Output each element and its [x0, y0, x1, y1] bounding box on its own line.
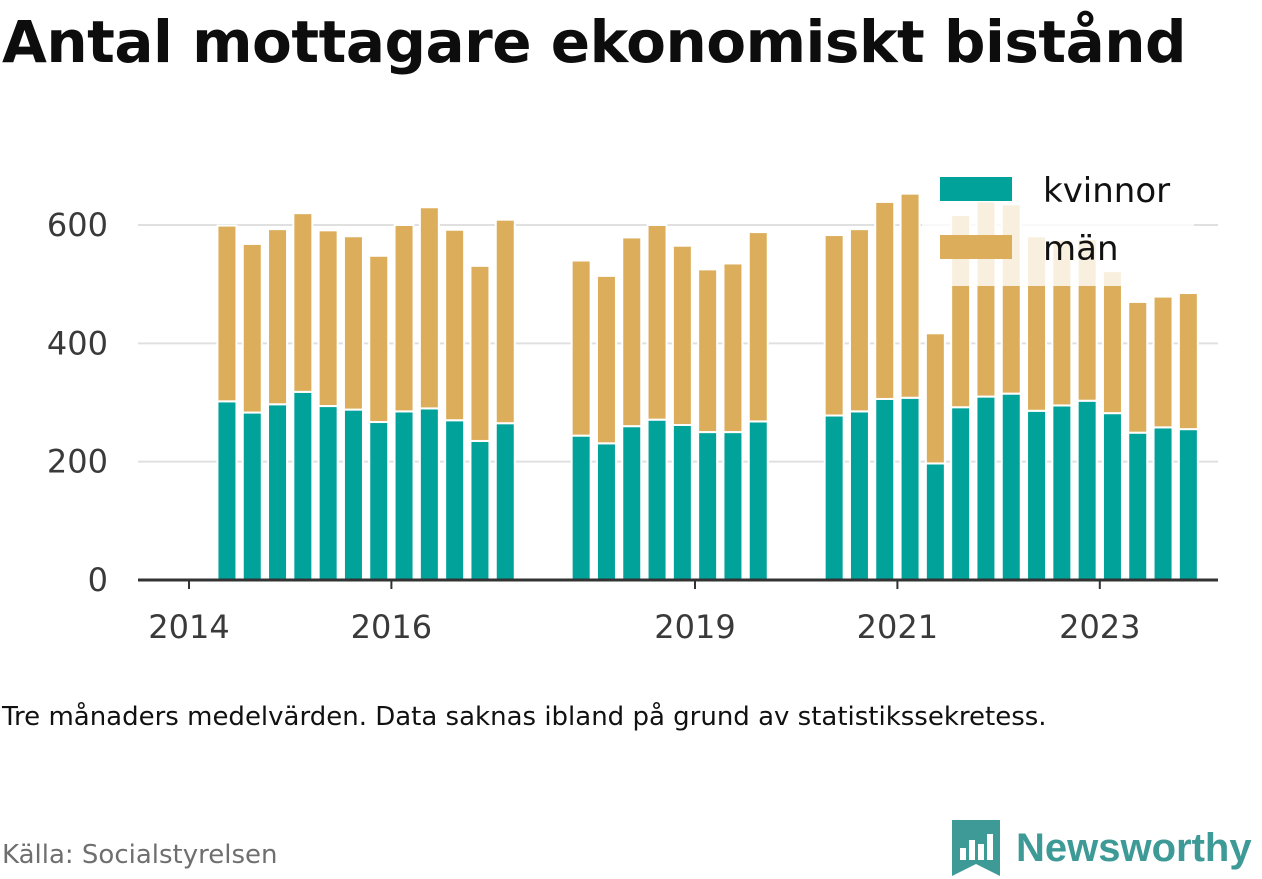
bar-man-2016-Q2 — [418, 206, 440, 410]
y-tick-label: 0 — [88, 561, 108, 599]
x-tick-label: 2019 — [654, 608, 735, 646]
bar-man-2015-Q3 — [342, 235, 364, 411]
bar-kvinnor-2015-Q2 — [317, 405, 339, 581]
bar-man-2019-Q1 — [697, 268, 719, 434]
x-tick-label: 2021 — [857, 608, 938, 646]
bar-kvinnor-2017-Q4 — [570, 434, 592, 581]
bar-kvinnor-2019-Q2 — [722, 431, 744, 582]
y-tick-label: 400 — [47, 324, 108, 362]
bar-man-2015-Q4 — [368, 254, 390, 424]
bar-kvinnor-2015-Q1 — [292, 390, 314, 581]
bar-kvinnor-2020-Q2 — [823, 414, 845, 581]
bar-kvinnor-2022-Q2 — [1026, 409, 1048, 581]
bar-kvinnor-2022-Q1 — [1000, 392, 1022, 581]
chart-title: Antal mottagare ekonomiskt bistånd — [2, 8, 1187, 76]
bar-man-2019-Q2 — [722, 262, 744, 434]
axes: 0 200 400 600 2014 2016 2019 2021 2023 — [47, 206, 1218, 646]
bar-kvinnor-2021-Q3 — [950, 406, 972, 581]
bar-kvinnor-2023-Q4 — [1177, 428, 1199, 581]
bar-man-2020-Q3 — [848, 228, 870, 413]
bar-man-2015-Q1 — [292, 212, 314, 393]
bar-kvinnor-2018-Q1 — [595, 442, 617, 582]
y-tick-label: 200 — [47, 443, 108, 481]
bar-kvinnor-2015-Q3 — [342, 408, 364, 581]
bar-man-2023-Q3 — [1152, 295, 1174, 429]
source-note: Källa: Socialstyrelsen — [2, 840, 278, 870]
bar-man-2018-Q4 — [671, 244, 693, 426]
bar-kvinnor-2014-Q2 — [216, 400, 238, 582]
bar-kvinnor-2021-Q1 — [899, 396, 921, 581]
bar-man-2023-Q4 — [1177, 292, 1199, 431]
bar-kvinnor-2019-Q3 — [747, 420, 769, 581]
bar-kvinnor-2023-Q1 — [1101, 412, 1123, 581]
bar-man-2023-Q1 — [1101, 270, 1123, 415]
bar-kvinnor-2021-Q2 — [924, 462, 946, 582]
bar-man-2021-Q1 — [899, 192, 921, 399]
bar-man-2017-Q4 — [570, 259, 592, 437]
x-tick-label: 2016 — [351, 608, 432, 646]
bar-kvinnor-2018-Q4 — [671, 423, 693, 581]
bar-man-2014-Q3 — [241, 242, 263, 414]
bar-man-2021-Q2 — [924, 332, 946, 465]
bar-man-2016-Q4 — [469, 264, 491, 442]
x-tick-label: 2014 — [148, 608, 229, 646]
bar-man-2023-Q2 — [1127, 300, 1149, 434]
bar-kvinnor-2022-Q3 — [1051, 404, 1073, 582]
bar-man-2020-Q2 — [823, 234, 845, 417]
bar-man-2014-Q2 — [216, 224, 238, 403]
bar-kvinnor-2016-Q1 — [393, 410, 415, 581]
bar-man-2020-Q4 — [874, 200, 896, 400]
bar-man-2016-Q3 — [444, 228, 466, 422]
brand-name: Newsworthy — [1016, 825, 1252, 870]
bar-man-2014-Q4 — [267, 228, 289, 406]
bar-kvinnor-2015-Q4 — [368, 421, 390, 581]
chart-caption: Tre månaders medelvärden. Data saknas ib… — [2, 702, 1047, 732]
bar-kvinnor-2020-Q4 — [874, 397, 896, 582]
bar-kvinnor-2020-Q3 — [848, 410, 870, 581]
bar-man-2019-Q3 — [747, 231, 769, 423]
bar-man-2015-Q2 — [317, 229, 339, 408]
bar-kvinnor-2022-Q4 — [1076, 399, 1098, 581]
bar-man-2017-Q1 — [494, 218, 516, 425]
bar-kvinnor-2023-Q2 — [1127, 431, 1149, 581]
bar-man-2016-Q1 — [393, 224, 415, 413]
bar-kvinnor-2018-Q3 — [646, 418, 668, 581]
bar-man-2018-Q1 — [595, 274, 617, 445]
legend-swatch-1 — [940, 235, 1012, 259]
bar-kvinnor-2016-Q2 — [418, 407, 440, 581]
bar-kvinnor-2017-Q1 — [494, 422, 516, 582]
legend: kvinnor män — [922, 168, 1194, 286]
y-tick-label: 600 — [47, 206, 108, 244]
bar-kvinnor-2023-Q3 — [1152, 426, 1174, 581]
brand-logo: Newsworthy — [950, 818, 1252, 878]
bar-kvinnor-2018-Q2 — [621, 425, 643, 581]
bar-kvinnor-2016-Q3 — [444, 419, 466, 581]
bar-kvinnor-2014-Q3 — [241, 411, 263, 581]
stacked-bar-chart: 0 200 400 600 2014 2016 2019 2021 2023 kvinnor mä… — [46, 168, 1218, 646]
bar-kvinnor-2014-Q4 — [267, 403, 289, 581]
bar-man-2018-Q3 — [646, 224, 668, 421]
legend-swatch-0 — [940, 177, 1012, 201]
bar-kvinnor-2016-Q4 — [469, 439, 491, 582]
legend-label: kvinnor — [1043, 171, 1170, 211]
bar-man-2018-Q2 — [621, 236, 643, 428]
x-tick-label: 2023 — [1059, 608, 1140, 646]
bar-kvinnor-2019-Q1 — [697, 431, 719, 582]
bar-kvinnor-2021-Q4 — [975, 395, 997, 582]
bar-chart-bookmark-icon — [952, 820, 1000, 876]
legend-label: män — [1043, 229, 1119, 269]
